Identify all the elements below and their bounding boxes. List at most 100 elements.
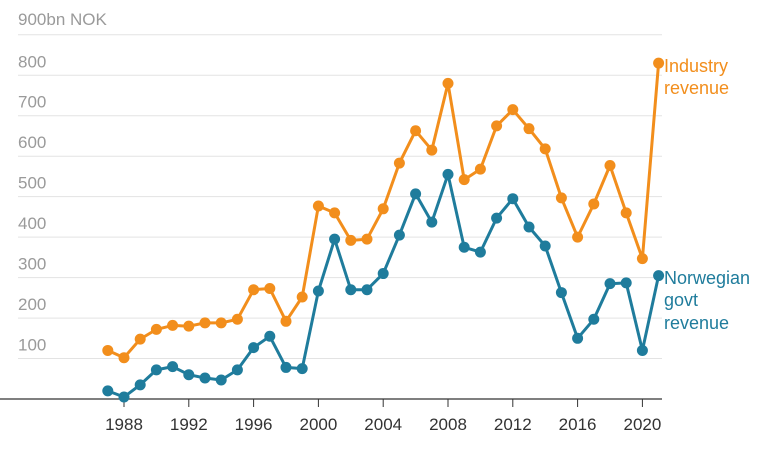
series-label-line: Norwegian: [664, 268, 750, 288]
data-point: [507, 193, 519, 205]
data-point: [296, 291, 308, 303]
data-point: [361, 284, 373, 296]
x-tick-label: 1992: [170, 415, 208, 434]
data-point: [604, 278, 616, 290]
series-label-line: revenue: [664, 313, 729, 333]
data-point: [345, 284, 357, 296]
data-point: [442, 77, 454, 89]
data-point: [604, 160, 616, 172]
data-point: [102, 344, 114, 356]
data-point: [167, 361, 179, 373]
data-point: [215, 317, 227, 329]
x-tick-label: 2016: [559, 415, 597, 434]
data-point: [312, 200, 324, 212]
y-axis-ticks: 100 200 300 400 500 600 700 800: [18, 52, 46, 354]
data-point: [588, 313, 600, 325]
series-group: [102, 57, 665, 403]
series-govt: [102, 168, 665, 403]
data-point: [491, 212, 503, 224]
data-point: [523, 123, 535, 135]
data-point: [134, 333, 146, 345]
x-tick-label: 2000: [299, 415, 337, 434]
data-point: [329, 207, 341, 219]
data-point: [329, 233, 341, 245]
data-point: [410, 125, 422, 137]
data-point: [264, 283, 276, 295]
data-point: [296, 363, 308, 375]
data-point: [572, 231, 584, 243]
data-point: [150, 323, 162, 335]
data-point: [636, 344, 648, 356]
data-point: [199, 372, 211, 384]
x-tick-label: 1996: [235, 415, 273, 434]
data-point: [102, 385, 114, 397]
data-point: [539, 143, 551, 155]
x-tick-label: 2004: [364, 415, 402, 434]
data-point: [474, 163, 486, 175]
data-point: [150, 364, 162, 376]
y-tick-label: 300: [18, 255, 46, 274]
series-label-line: revenue: [664, 78, 729, 98]
data-point: [555, 192, 567, 204]
data-point: [183, 320, 195, 332]
data-point: [555, 287, 567, 299]
series-industry: [102, 57, 665, 364]
data-point: [588, 198, 600, 210]
data-point: [199, 317, 211, 329]
y-tick-label: 700: [18, 93, 46, 112]
y-tick-label: 200: [18, 295, 46, 314]
data-point: [426, 216, 438, 228]
data-point: [393, 157, 405, 169]
data-point: [361, 233, 373, 245]
y-tick-label: 100: [18, 336, 46, 355]
series-label-govt: Norwegian govt revenue: [664, 268, 750, 333]
data-point: [280, 315, 292, 327]
data-point: [248, 284, 260, 296]
data-point: [393, 229, 405, 241]
y-unit-label: 900bn NOK: [18, 10, 107, 29]
data-point: [167, 319, 179, 331]
data-point: [345, 234, 357, 246]
data-point: [183, 369, 195, 381]
data-point: [653, 57, 665, 69]
data-point: [442, 168, 454, 180]
data-point: [458, 174, 470, 186]
y-tick-label: 500: [18, 174, 46, 193]
data-point: [280, 361, 292, 373]
data-point: [523, 221, 535, 233]
data-point: [231, 364, 243, 376]
data-point: [636, 253, 648, 265]
series-label-line: govt: [664, 290, 698, 310]
data-point: [539, 240, 551, 252]
y-tick-label: 800: [18, 52, 46, 71]
data-point: [653, 270, 665, 282]
y-tick-label: 600: [18, 133, 46, 152]
data-point: [231, 313, 243, 325]
data-point: [134, 379, 146, 391]
y-tick-label: 400: [18, 214, 46, 233]
data-point: [572, 332, 584, 344]
data-point: [215, 374, 227, 386]
data-point: [118, 391, 130, 403]
data-point: [377, 268, 389, 280]
data-point: [118, 352, 130, 364]
data-point: [620, 277, 632, 289]
data-point: [264, 330, 276, 342]
data-point: [377, 203, 389, 215]
x-tick-label: 2020: [623, 415, 661, 434]
x-tick-label: 2008: [429, 415, 467, 434]
x-tick-label: 2012: [494, 415, 532, 434]
x-tick-label: 1988: [105, 415, 143, 434]
data-point: [620, 207, 632, 219]
data-point: [248, 342, 260, 354]
series-label-line: Industry: [664, 56, 728, 76]
data-point: [491, 120, 503, 132]
data-point: [312, 285, 324, 297]
data-point: [426, 144, 438, 156]
x-axis-ticks: 1988 1992 1996 2000 2004 2008 2012 2016 2020: [105, 399, 661, 434]
data-point: [507, 104, 519, 116]
data-point: [458, 241, 470, 253]
data-point: [410, 188, 422, 200]
series-label-industry: Industry revenue: [664, 56, 729, 98]
